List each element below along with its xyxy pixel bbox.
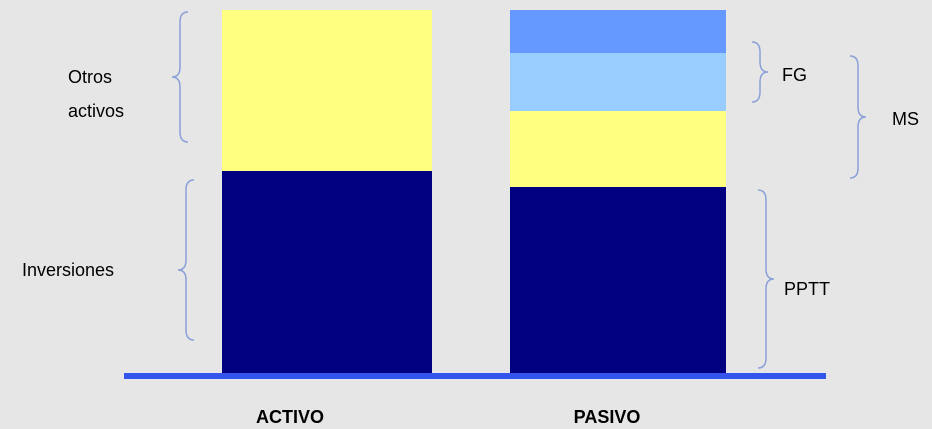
label: FG bbox=[782, 65, 807, 85]
fg-block bbox=[510, 53, 726, 111]
label: Otros bbox=[68, 67, 112, 87]
brace bbox=[177, 179, 195, 341]
pptt-block bbox=[510, 187, 726, 374]
label: MS bbox=[892, 109, 919, 129]
inversiones-block bbox=[222, 171, 432, 374]
label: PPTT bbox=[784, 279, 830, 299]
top-block bbox=[510, 10, 726, 53]
brace bbox=[751, 41, 769, 103]
yellow-block bbox=[510, 111, 726, 187]
column-label: ACTIVO bbox=[256, 407, 324, 427]
brace bbox=[849, 55, 867, 179]
column-label: PASIVO bbox=[574, 407, 641, 427]
otros-activos-block bbox=[222, 10, 432, 171]
brace bbox=[171, 11, 189, 143]
brace bbox=[757, 189, 775, 369]
label: activos bbox=[68, 101, 124, 121]
label: Inversiones bbox=[22, 260, 114, 280]
